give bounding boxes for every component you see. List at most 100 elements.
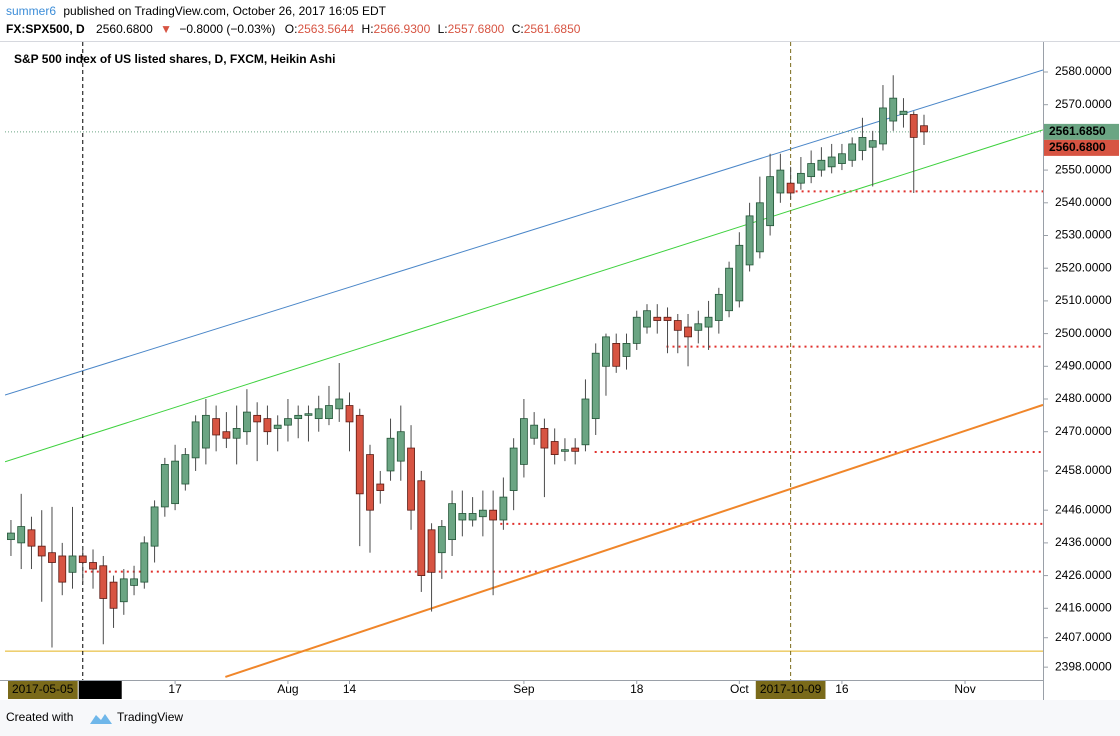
published: published on TradingView.com, October 26… xyxy=(63,4,386,18)
y-tick-label: 2458.0000 xyxy=(1055,463,1112,477)
y-tick-label: 2446.0000 xyxy=(1055,502,1112,516)
candle-body xyxy=(140,542,149,583)
candle-body xyxy=(879,107,887,145)
candle-body xyxy=(27,529,36,547)
candle-body xyxy=(458,513,467,521)
candle-body xyxy=(58,555,67,583)
candle-body xyxy=(519,418,528,465)
y-tick-label: 2500.0000 xyxy=(1055,326,1112,340)
candle-body xyxy=(786,182,795,194)
logo[interactable] xyxy=(90,714,112,724)
candle-body xyxy=(243,411,251,433)
candle-body xyxy=(78,555,87,563)
candle-body xyxy=(868,140,877,148)
candle-body xyxy=(130,578,138,586)
ohlc-label: L: xyxy=(438,22,448,36)
candle-body xyxy=(550,441,559,455)
candle-body xyxy=(663,316,672,321)
candle-body xyxy=(68,555,77,573)
candle-body xyxy=(848,143,857,161)
candle-body xyxy=(571,447,580,452)
candle-body xyxy=(499,496,508,521)
candle-body xyxy=(643,310,651,328)
candle-body xyxy=(591,352,600,420)
candle-body xyxy=(838,153,846,164)
candle-body xyxy=(725,267,733,312)
ohlc-value: 2557.6800 xyxy=(448,22,505,36)
candle-body xyxy=(325,405,333,420)
price-badge-label: 2561.6850 xyxy=(1049,124,1106,138)
y-tick-label: 2550.0000 xyxy=(1055,162,1112,176)
candle-body xyxy=(181,454,190,485)
candle-body xyxy=(755,202,764,253)
candle-body xyxy=(478,509,487,518)
candle-body xyxy=(448,503,456,541)
candle-body xyxy=(345,405,354,423)
edge-label-box xyxy=(8,681,78,699)
trend-line xyxy=(5,129,1043,463)
x-tick-label: Aug xyxy=(277,682,298,696)
x-tick-label: Sep xyxy=(513,682,535,696)
author[interactable]: summer6 xyxy=(6,4,56,18)
candle-body xyxy=(386,437,395,472)
y-tick-label: 2407.0000 xyxy=(1055,630,1112,644)
y-tick-label: 2480.0000 xyxy=(1055,391,1112,405)
price-badge xyxy=(1044,139,1119,156)
arrow: ▼ xyxy=(160,22,172,36)
marker-label: 2017-10-09 xyxy=(760,682,822,696)
x-tick-label: 14 xyxy=(343,682,357,696)
candle-body xyxy=(612,343,621,367)
candle-body xyxy=(396,431,405,462)
candle-body xyxy=(807,163,816,178)
ohlc-value: 2563.5644 xyxy=(297,22,354,36)
candle-body xyxy=(119,578,128,603)
candle-body xyxy=(232,428,241,439)
x-tick-label: 16 xyxy=(835,682,849,696)
y-tick-label: 2398.0000 xyxy=(1055,659,1112,673)
candle-body xyxy=(673,320,682,331)
plot-area xyxy=(5,42,1043,680)
candle-body xyxy=(745,215,754,266)
change: −0.8000 (−0.03%) xyxy=(179,22,275,36)
y-tick-label: 2490.0000 xyxy=(1055,358,1112,372)
candle-body xyxy=(776,169,785,194)
x-tick-label: 17 xyxy=(168,682,182,696)
footer-brand[interactable]: TradingView xyxy=(117,710,183,724)
symbol-line: FX:SPX500, D 2560.6800 ▼ −0.8000 (−0.03%… xyxy=(6,22,581,36)
candle-body xyxy=(530,424,539,439)
price: 2560.6800 xyxy=(96,22,153,36)
candle-body xyxy=(407,447,415,511)
price-badge xyxy=(1044,123,1119,140)
candle-body xyxy=(632,316,641,344)
y-tick-label: 2470.0000 xyxy=(1055,424,1112,438)
x-tick-label: 18 xyxy=(630,682,644,696)
candle-body xyxy=(222,431,231,439)
candle-body xyxy=(858,136,867,151)
y-tick-label: 2510.0000 xyxy=(1055,293,1112,307)
candle-body xyxy=(622,343,631,357)
candle-body xyxy=(735,244,744,302)
candle-body xyxy=(437,526,446,554)
candle-body xyxy=(17,526,26,544)
candle-body xyxy=(284,418,292,426)
candle-body xyxy=(48,552,56,563)
candle-body xyxy=(7,532,15,541)
marker-label: -07-04 xyxy=(83,682,118,696)
candle-body xyxy=(314,408,323,420)
candle-body xyxy=(294,414,303,420)
candle-body xyxy=(684,326,692,338)
candle-body xyxy=(817,159,826,171)
symbol: FX:SPX500, D xyxy=(6,22,85,36)
candle-body xyxy=(602,336,610,367)
candle-body xyxy=(37,545,46,557)
ohlc-label: O: xyxy=(285,22,298,36)
candle-body xyxy=(509,447,518,491)
candle-body xyxy=(920,125,928,133)
candle-body xyxy=(171,460,179,505)
ohlc-value: 2566.9300 xyxy=(374,22,431,36)
header-line: summer6 published on TradingView.com, Oc… xyxy=(6,4,387,18)
candle-body xyxy=(827,156,836,168)
y-tick-label: 2530.0000 xyxy=(1055,228,1112,242)
